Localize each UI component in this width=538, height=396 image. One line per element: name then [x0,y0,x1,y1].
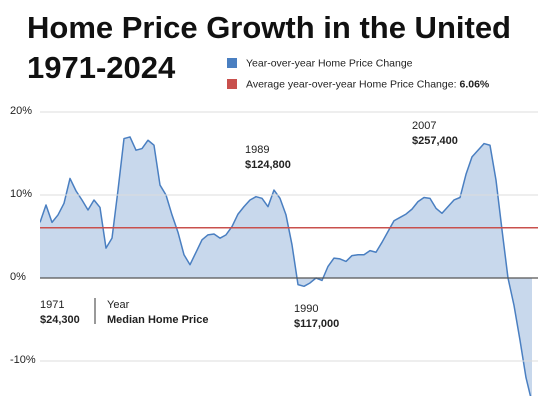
annotation-year: 1971 [40,299,64,311]
key-price: Median Home Price [107,314,208,326]
average-value-label: 6.06% [460,78,490,90]
annotation-year: 1989 [245,144,269,156]
y-tick-label: -10% [10,354,36,366]
y-tick-label: 0% [10,271,26,283]
annotation-price: $124,800 [245,159,291,171]
annotation-year: 1990 [294,303,318,315]
chart-subtitle: 1971-2024 [27,50,176,85]
y-tick-label: 20% [10,105,32,117]
area [40,136,532,396]
legend-label: Average year-over-year Home Price Change… [246,78,457,90]
annotation-year: 2007 [412,120,436,132]
plot-area [40,136,532,396]
legend-swatch [227,79,237,89]
y-tick-label: 10% [10,188,32,200]
line [40,136,532,396]
annotation-price: $24,300 [40,314,80,326]
key-year: Year [107,299,130,311]
legend-label: Year-over-year Home Price Change [246,57,413,69]
annotation-price: $257,400 [412,135,458,147]
chart-title: Home Price Growth in the United [27,10,511,45]
annotation-price: $117,000 [294,318,339,330]
legend-swatch [227,58,237,68]
